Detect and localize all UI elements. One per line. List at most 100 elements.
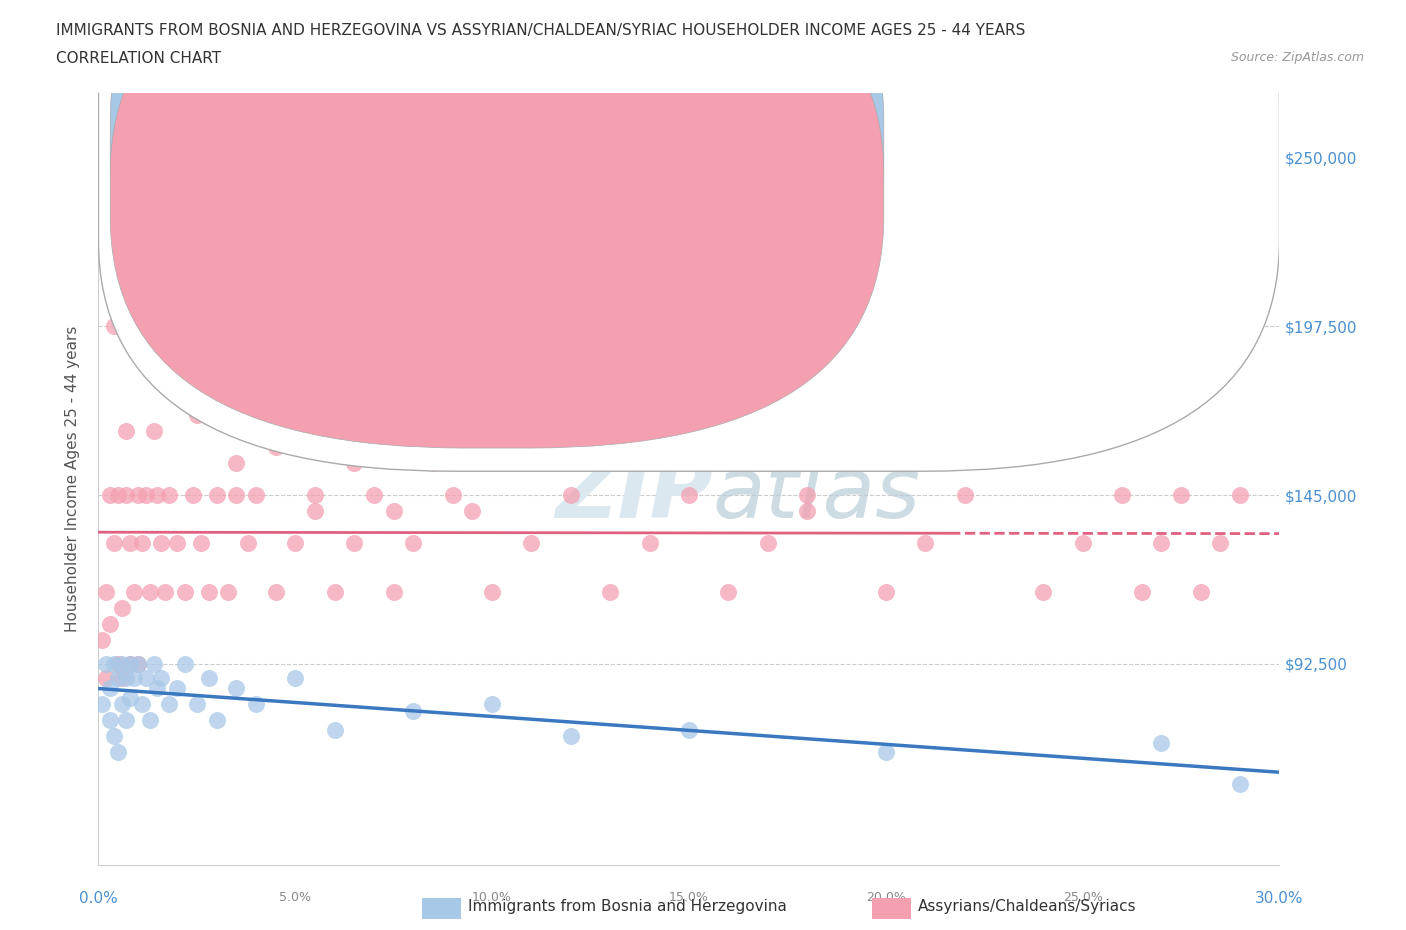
Point — [174, 657, 197, 671]
Point — [756, 536, 779, 551]
Text: Assyrians/Chaldeans/Syriacs: Assyrians/Chaldeans/Syriacs — [918, 899, 1136, 914]
Point — [91, 632, 114, 647]
Point — [225, 487, 247, 502]
Point — [796, 504, 818, 519]
Point — [131, 697, 153, 711]
Point — [461, 504, 484, 519]
Text: 0.0%: 0.0% — [79, 891, 118, 906]
Point — [599, 584, 621, 599]
Point — [98, 487, 121, 502]
Point — [157, 697, 180, 711]
Point — [190, 536, 212, 551]
Point — [98, 681, 121, 696]
Text: 10.0%: 10.0% — [472, 891, 512, 904]
Point — [111, 671, 134, 685]
Point — [323, 584, 346, 599]
Point — [131, 536, 153, 551]
Point — [111, 657, 134, 671]
Point — [717, 456, 740, 471]
Point — [181, 487, 204, 502]
Point — [150, 536, 173, 551]
Point — [402, 703, 425, 718]
Point — [382, 504, 405, 519]
Point — [135, 487, 157, 502]
Point — [122, 584, 145, 599]
Point — [155, 584, 177, 599]
Point — [284, 671, 307, 685]
Point — [146, 681, 169, 696]
Point — [304, 487, 326, 502]
Point — [441, 487, 464, 502]
Point — [1111, 487, 1133, 502]
Point — [1229, 777, 1251, 792]
FancyBboxPatch shape — [98, 0, 1279, 472]
Point — [914, 536, 936, 551]
Point — [875, 745, 897, 760]
Point — [264, 584, 287, 599]
Text: CORRELATION CHART: CORRELATION CHART — [56, 51, 221, 66]
Point — [111, 697, 134, 711]
FancyBboxPatch shape — [110, 0, 884, 448]
Point — [127, 657, 149, 671]
Point — [245, 487, 267, 502]
Point — [166, 681, 188, 696]
Point — [103, 536, 125, 551]
Text: R =  0.031   N = 77: R = 0.031 N = 77 — [547, 186, 696, 201]
Point — [1032, 584, 1054, 599]
Point — [103, 729, 125, 744]
Point — [142, 423, 165, 438]
Point — [245, 697, 267, 711]
Point — [122, 671, 145, 685]
Point — [115, 712, 138, 727]
Point — [796, 487, 818, 502]
Point — [118, 657, 141, 671]
Point — [264, 439, 287, 454]
Text: 25.0%: 25.0% — [1063, 891, 1102, 904]
Point — [343, 536, 366, 551]
Point — [225, 456, 247, 471]
Point — [217, 584, 239, 599]
Point — [96, 584, 118, 599]
Point — [138, 712, 160, 727]
Point — [142, 657, 165, 671]
Point — [186, 407, 208, 422]
Point — [560, 729, 582, 744]
Point — [103, 657, 125, 671]
Point — [127, 657, 149, 671]
Point — [96, 657, 118, 671]
Point — [1130, 584, 1153, 599]
Point — [1189, 584, 1212, 599]
Point — [638, 536, 661, 551]
Point — [560, 487, 582, 502]
Text: Immigrants from Bosnia and Herzegovina: Immigrants from Bosnia and Herzegovina — [468, 899, 787, 914]
Point — [107, 657, 129, 671]
Text: ZIP: ZIP — [555, 453, 713, 536]
Point — [127, 487, 149, 502]
Point — [1209, 536, 1232, 551]
Point — [115, 423, 138, 438]
Point — [118, 536, 141, 551]
Point — [1150, 536, 1173, 551]
Point — [1229, 487, 1251, 502]
Point — [166, 536, 188, 551]
FancyBboxPatch shape — [110, 0, 884, 394]
Point — [481, 697, 503, 711]
Point — [520, 536, 543, 551]
Point — [343, 456, 366, 471]
Point — [115, 487, 138, 502]
Point — [98, 712, 121, 727]
Point — [1170, 487, 1192, 502]
Point — [1071, 536, 1094, 551]
Point — [96, 671, 118, 685]
Point — [284, 536, 307, 551]
Point — [422, 456, 444, 471]
Point — [197, 584, 219, 599]
Text: IMMIGRANTS FROM BOSNIA AND HERZEGOVINA VS ASSYRIAN/CHALDEAN/SYRIAC HOUSEHOLDER I: IMMIGRANTS FROM BOSNIA AND HERZEGOVINA V… — [56, 23, 1025, 38]
Point — [875, 584, 897, 599]
Point — [157, 487, 180, 502]
Point — [323, 723, 346, 737]
Point — [135, 671, 157, 685]
Point — [225, 681, 247, 696]
Point — [118, 657, 141, 671]
Point — [174, 584, 197, 599]
